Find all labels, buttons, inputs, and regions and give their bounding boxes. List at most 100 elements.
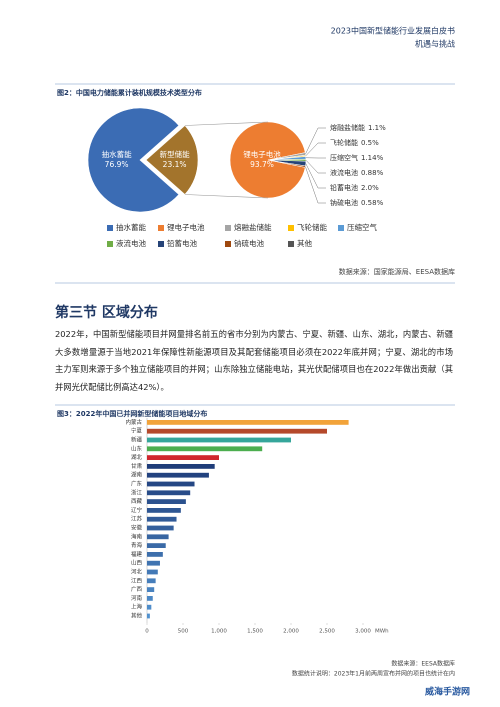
- figure-title: 图2：中国电力储能累计装机规模技术类型分布: [57, 88, 202, 97]
- legend-swatch: [107, 241, 113, 247]
- bar: [147, 587, 155, 592]
- bar: [147, 428, 327, 434]
- y-tick-label: 广东: [131, 480, 143, 488]
- leader-line: [305, 127, 326, 155]
- footer-source: 数据来源：EESA数据库: [391, 660, 455, 668]
- x-tick-label: 0: [145, 629, 149, 635]
- slice-label: 压缩空气: [330, 153, 358, 162]
- legend-swatch: [288, 241, 294, 247]
- legend-swatch: [225, 225, 231, 231]
- slice-label: 钠硫电池: [330, 198, 358, 207]
- y-tick-label: 江苏: [131, 515, 143, 523]
- slice-value-label: 23.1%: [163, 160, 187, 169]
- slice-label: 铅蓄电池: [330, 183, 358, 192]
- slice-value-label: 1.1%: [368, 124, 386, 132]
- legend-swatch: [225, 241, 231, 247]
- y-tick-label: 江西: [131, 577, 143, 584]
- legend-label: 铅蓄电池: [167, 238, 197, 248]
- slice-value-label: 0.58%: [361, 199, 384, 207]
- bar: [147, 472, 209, 478]
- bar: [147, 420, 349, 425]
- x-tick-label: 2,000: [283, 629, 299, 635]
- y-tick-label: 宁夏: [131, 427, 143, 435]
- slice-value-label: 0.88%: [361, 169, 384, 177]
- y-tick-label: 上海: [131, 603, 143, 611]
- slice-callout: 熔融盐储能 1.1%: [330, 123, 386, 132]
- legend-label: 飞轮储能: [297, 222, 327, 232]
- y-tick-label: 新疆: [131, 436, 143, 444]
- y-tick-label: 海南: [131, 532, 143, 540]
- x-tick-label: 2,500: [319, 629, 335, 635]
- header-subtitle: 机遇与挑战: [415, 39, 455, 49]
- y-tick-label: 甘肃: [131, 462, 143, 470]
- slice-callout: 液流电池 0.88%: [330, 168, 384, 177]
- figure-source: 数据来源：国家能源局、EESA数据库: [339, 267, 455, 276]
- y-tick-label: 山东: [131, 444, 143, 452]
- y-tick-label: 辽宁: [131, 506, 143, 514]
- slice-value-label: 0.5%: [361, 139, 379, 147]
- slice-label: 液流电池: [330, 168, 358, 177]
- bar: [147, 525, 174, 531]
- connector-line: [184, 194, 269, 199]
- y-tick-label: 其他: [131, 612, 143, 620]
- bar: [147, 499, 186, 504]
- legend-swatch: [107, 225, 113, 231]
- slice-label: 新型储能: [160, 149, 190, 159]
- slice-label: 熔融盐储能: [330, 123, 365, 132]
- slice-label: 抽水蓄能: [102, 149, 132, 159]
- leader-line: [305, 163, 326, 189]
- slice-value-label: 2.0%: [361, 184, 379, 192]
- y-tick-label: 福建: [131, 550, 143, 558]
- y-tick-label: 湖南: [131, 471, 143, 479]
- pie-slice: [229, 121, 306, 199]
- y-tick-label: 内蒙古: [125, 418, 142, 426]
- y-tick-label: 青海: [131, 541, 143, 549]
- x-tick-label: 1,000: [211, 629, 227, 635]
- bar: [147, 613, 150, 619]
- y-tick-label: 安徽: [131, 524, 143, 532]
- leader-line: [305, 160, 326, 174]
- y-tick-label: 河北: [131, 568, 143, 576]
- legend-label: 其他: [297, 238, 312, 248]
- bar: [147, 578, 156, 584]
- bar: [147, 569, 158, 575]
- bar: [147, 543, 166, 548]
- bar: [147, 446, 263, 452]
- bar: [147, 455, 219, 460]
- pie-slice: [145, 125, 199, 195]
- bar: [147, 596, 153, 601]
- bar: [147, 560, 160, 566]
- legend-swatch: [288, 225, 294, 231]
- y-tick-label: 山西: [131, 559, 143, 567]
- legend-swatch: [158, 241, 164, 247]
- legend-label: 液流电池: [116, 238, 146, 248]
- bar: [147, 490, 191, 496]
- legend-swatch: [158, 225, 164, 231]
- leader-line: [305, 142, 326, 156]
- bar: [147, 508, 181, 513]
- leader-line: [305, 166, 326, 204]
- legend-label: 钠硫电池: [234, 238, 264, 248]
- bar: [147, 516, 177, 522]
- bar: [147, 552, 163, 557]
- slice-value-label: 76.9%: [105, 160, 129, 169]
- bar: [147, 437, 291, 443]
- connector-line: [184, 121, 269, 126]
- section-title: 第三节 区域分布: [55, 304, 158, 321]
- legend-label: 锂电子电池: [167, 222, 205, 232]
- x-tick-label: 1,500: [247, 629, 263, 635]
- slice-callout: 压缩空气 1.14%: [330, 153, 384, 162]
- y-tick-label: 西藏: [131, 497, 143, 505]
- slice-value-label: 93.7%: [250, 160, 274, 169]
- legend-label: 压缩空气: [347, 222, 377, 232]
- slice-value-label: 1.14%: [361, 154, 384, 162]
- slice-callout: 钠硫电池 0.58%: [330, 198, 384, 207]
- x-tick-label: 500: [178, 629, 189, 635]
- legend-swatch: [338, 225, 344, 231]
- bar: [147, 604, 152, 610]
- footer-note: 数据统计说明：2023年1月前两周宣布并网的项目也统计在内: [292, 670, 455, 678]
- pie-slice: [87, 107, 180, 213]
- y-tick-label: 广西: [131, 585, 143, 593]
- legend-label: 抽水蓄能: [116, 222, 146, 232]
